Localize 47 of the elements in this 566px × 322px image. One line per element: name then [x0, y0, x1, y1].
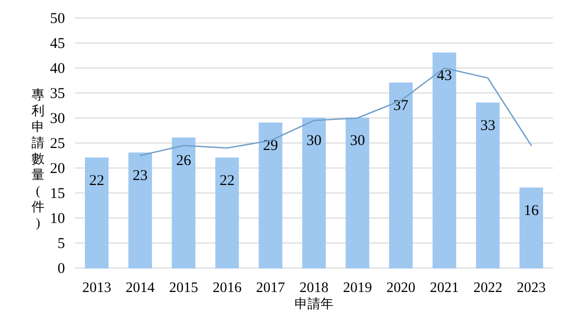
- data-label: 33: [480, 118, 496, 134]
- x-tick-label: 2015: [169, 280, 198, 296]
- y-tick-label: 0: [58, 261, 65, 277]
- x-tick-label: 2014: [126, 280, 156, 296]
- y-tick-label: 40: [50, 61, 65, 77]
- data-label: 22: [220, 173, 235, 189]
- y-tick-label: 15: [50, 186, 65, 202]
- data-label: 30: [350, 133, 365, 149]
- bar: [172, 138, 196, 268]
- x-tick-label: 2018: [300, 280, 328, 296]
- line-series: [140, 67, 532, 156]
- bar: [128, 152, 152, 268]
- data-label: 22: [89, 173, 104, 189]
- data-label: 16: [524, 203, 540, 219]
- y-tick-label: 10: [50, 211, 65, 227]
- data-label: 37: [393, 98, 409, 114]
- data-label: 26: [176, 153, 192, 169]
- x-tick-label: 2020: [386, 280, 416, 296]
- x-tick-label: 2023: [516, 280, 546, 296]
- bar: [215, 158, 239, 268]
- x-tick-label: 2022: [473, 280, 502, 296]
- x-tick-label: 2016: [212, 280, 242, 296]
- bar: [258, 122, 282, 268]
- x-tick-label: 2021: [430, 280, 459, 296]
- x-tick-label: 2017: [256, 280, 286, 296]
- y-tick-label: 50: [50, 11, 65, 27]
- y-tick-label: 20: [50, 161, 65, 177]
- y-tick-label: 45: [50, 36, 65, 52]
- y-tick-label: 25: [50, 136, 65, 152]
- bar: [346, 118, 370, 268]
- bar: [519, 188, 544, 268]
- x-axis-title: 申請年: [294, 296, 334, 311]
- bar: [389, 82, 413, 268]
- data-label: 43: [436, 68, 452, 84]
- y-tick-label: 35: [50, 86, 65, 102]
- x-tick-label: 2013: [82, 280, 112, 296]
- bar: [302, 118, 326, 268]
- x-tick-label: 2019: [342, 280, 372, 296]
- text: 專利申請數量(件): [32, 87, 44, 230]
- bar: [84, 158, 109, 268]
- data-label: 29: [263, 138, 278, 154]
- bar: [476, 102, 500, 268]
- data-label: 30: [306, 133, 322, 149]
- y-tick-label: 30: [50, 111, 65, 127]
- data-label: 23: [132, 168, 148, 184]
- y-tick-label: 5: [58, 236, 65, 252]
- bar: [432, 52, 456, 268]
